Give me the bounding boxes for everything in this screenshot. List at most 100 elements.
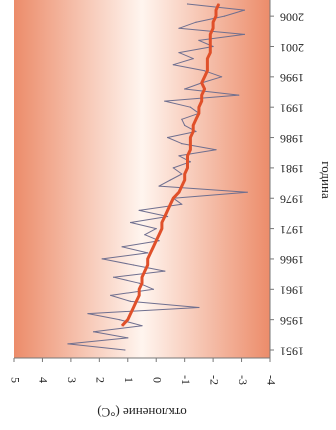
x-tick-label: 1996 bbox=[280, 71, 304, 85]
series-1-point bbox=[184, 173, 186, 175]
series-1-point bbox=[189, 143, 191, 145]
series-0-point bbox=[181, 118, 183, 120]
series-0-point bbox=[164, 270, 166, 272]
series-1-point bbox=[186, 155, 189, 157]
series-1-line bbox=[121, 3, 221, 327]
series-0-point bbox=[212, 45, 214, 48]
x-tick-label: 1956 bbox=[280, 314, 304, 328]
series-1-point bbox=[181, 185, 183, 187]
series-0-point bbox=[181, 203, 183, 205]
series-1-point bbox=[215, 9, 217, 11]
series-1-point bbox=[212, 21, 214, 23]
series-0-point bbox=[130, 300, 132, 302]
series-1-point bbox=[189, 136, 191, 139]
series-0-point bbox=[155, 228, 157, 230]
series-1-point bbox=[141, 276, 143, 278]
series-0-point bbox=[158, 185, 160, 187]
series-1-point bbox=[215, 15, 217, 17]
series-0-point bbox=[204, 70, 206, 72]
series-1-point bbox=[135, 300, 137, 302]
x-axis-title: година bbox=[319, 161, 334, 199]
y-tick-label: -3 bbox=[236, 375, 250, 385]
series-0-point bbox=[93, 331, 95, 333]
y-tick-label: -2 bbox=[207, 375, 221, 385]
series-1-point bbox=[209, 33, 211, 36]
x-tick-label: 2001 bbox=[280, 41, 304, 55]
x-tick-label: 1971 bbox=[280, 223, 304, 237]
series-0-point bbox=[132, 264, 135, 266]
series-0-point bbox=[215, 149, 217, 151]
series-0-point bbox=[87, 313, 89, 315]
x-tick-label: 1951 bbox=[280, 344, 304, 358]
series-0-point bbox=[178, 155, 180, 157]
series-1-point bbox=[206, 64, 208, 66]
series-1-point bbox=[198, 112, 200, 114]
series-0-point bbox=[243, 33, 245, 36]
series-0-point bbox=[181, 143, 183, 145]
series-1-point bbox=[178, 191, 180, 193]
series-0-point bbox=[243, 9, 245, 11]
y-tick-label: 3 bbox=[65, 377, 79, 383]
series-1-point bbox=[152, 246, 154, 248]
y-tick-label: 5 bbox=[8, 377, 22, 383]
series-0-point bbox=[127, 337, 129, 339]
x-tick-label: 1966 bbox=[280, 253, 304, 267]
series-0-point bbox=[164, 100, 166, 102]
series-0-point bbox=[130, 221, 132, 224]
series-1-point bbox=[195, 118, 197, 120]
x-tick-label: 1976 bbox=[280, 192, 304, 206]
series-1-point bbox=[164, 215, 166, 218]
x-tick-label: 1991 bbox=[280, 101, 304, 115]
series-0-point bbox=[113, 276, 115, 278]
series-0-point bbox=[152, 288, 154, 290]
x-tick-label: 1961 bbox=[280, 284, 304, 298]
y-axis-title: отклонение (°C) bbox=[97, 405, 187, 420]
series-0-point bbox=[178, 52, 180, 54]
series-layer bbox=[67, 3, 248, 351]
series-1-point bbox=[192, 124, 194, 126]
x-tick-label: 2006 bbox=[280, 10, 304, 24]
series-0-point bbox=[110, 294, 112, 296]
series-0-point bbox=[178, 27, 180, 29]
series-1-point bbox=[218, 3, 220, 5]
series-1-point bbox=[209, 39, 211, 42]
series-0-point bbox=[195, 21, 197, 23]
series-0-point bbox=[184, 88, 186, 90]
y-tick-label: 1 bbox=[122, 377, 136, 383]
plot-background bbox=[14, 0, 270, 358]
series-0-point bbox=[147, 252, 149, 254]
series-0-point bbox=[101, 258, 103, 260]
y-ticks: -4 -3 -2 -1 0 1 2 3 4 5 bbox=[8, 358, 278, 385]
series-0-point bbox=[67, 343, 69, 345]
series-1-point bbox=[141, 282, 143, 284]
series-1-point bbox=[206, 70, 208, 72]
series-0-point bbox=[246, 191, 248, 193]
series-1-point bbox=[144, 270, 146, 272]
series-0-point bbox=[184, 124, 186, 126]
series-0-point bbox=[172, 167, 174, 169]
y-tick-label: 0 bbox=[150, 377, 164, 383]
series-1-point bbox=[132, 306, 135, 309]
series-1-point bbox=[204, 76, 206, 78]
x-ticks: 1951 1956 1961 1966 1971 1976 1981 1986 1991 1996… bbox=[270, 10, 304, 358]
series-1-point bbox=[158, 234, 160, 236]
series-0-point bbox=[189, 106, 191, 108]
series-0-point bbox=[238, 94, 240, 96]
y-tick-label: -4 bbox=[264, 375, 278, 385]
series-0-point bbox=[118, 319, 120, 321]
series-1-point bbox=[192, 130, 194, 133]
series-0-point bbox=[172, 64, 174, 66]
series-0-point bbox=[158, 240, 160, 242]
series-0-point bbox=[195, 130, 197, 133]
series-1-point bbox=[147, 264, 149, 266]
series-0-point bbox=[167, 215, 169, 218]
series-0-point bbox=[138, 282, 140, 284]
series-0-point bbox=[198, 306, 200, 309]
x-tick-label: 1981 bbox=[280, 162, 304, 176]
series-0-point bbox=[167, 136, 169, 139]
series-0-point bbox=[144, 234, 146, 236]
y-tick-label: -1 bbox=[179, 375, 193, 385]
series-1-point bbox=[138, 288, 140, 290]
series-1-point bbox=[186, 167, 189, 169]
